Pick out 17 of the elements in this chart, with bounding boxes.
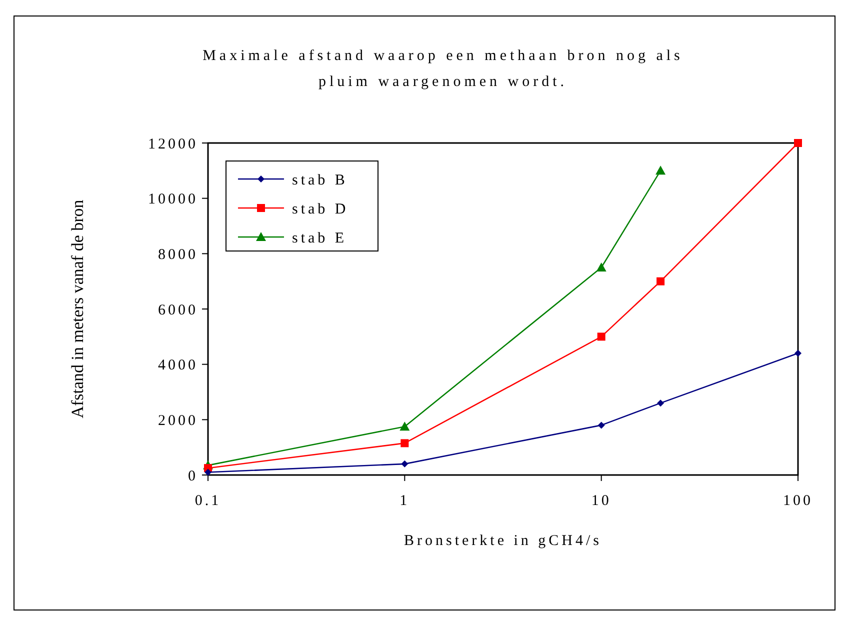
y-tick-label: 6000 [158, 302, 198, 318]
y-tick-label: 2000 [158, 412, 198, 429]
x-tick-label: 100 [783, 493, 813, 509]
y-tick-label: 8000 [158, 246, 198, 263]
chart-title: Maximale afstand waarop een methaan bron nog als pluim waargenomen wordt. [202, 48, 684, 90]
y-tick-label: 4000 [158, 358, 198, 374]
x-tick-label: 0.1 [194, 493, 222, 509]
y-tick-label: 0 [188, 468, 198, 484]
x-tick-label: 10 [591, 493, 612, 509]
y-tick-label: 10000 [148, 192, 198, 208]
y-axis-title: Afstand in meters vanaf de bron [68, 199, 87, 418]
x-axis-title: Bronsterkte in gCH4/s [404, 533, 602, 549]
legend-label: stab D [292, 201, 349, 218]
legend-label: stab E [292, 230, 348, 246]
legend-label: stab B [292, 172, 348, 188]
x-tick-label: 1 [400, 493, 410, 509]
y-tick-label: 12000 [148, 136, 198, 152]
